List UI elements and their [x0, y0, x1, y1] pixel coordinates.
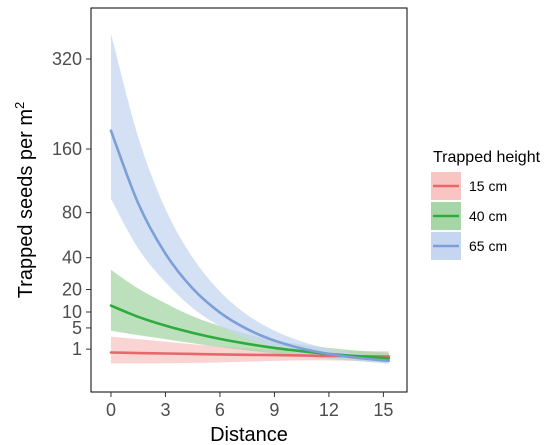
- x-tick-label-6: 6: [215, 400, 225, 420]
- y-tick-label-10: 10: [62, 302, 82, 322]
- x-tick-label-15: 15: [373, 400, 393, 420]
- legend-label-15-cm: 15 cm: [469, 178, 507, 194]
- series-line-40-cm: [109, 304, 391, 360]
- x-axis-title: Distance: [210, 424, 288, 445]
- legend: Trapped height 15 cm 40 cm 65 cm: [431, 149, 541, 260]
- x-tick-label-12: 12: [319, 400, 339, 420]
- y-axis-title-superscript: 2: [12, 102, 27, 109]
- band-65-cm: [110, 33, 389, 364]
- x-tick-label-9: 9: [269, 400, 279, 420]
- x-tick-label-3: 3: [160, 400, 170, 420]
- series-line-65-cm: [109, 129, 391, 362]
- y-tick-label-5: 5: [72, 318, 82, 338]
- y-axis-title: Trapped seeds per m2: [12, 102, 37, 299]
- band-40-cm: [110, 269, 389, 363]
- y-tick-label-160: 160: [52, 139, 82, 159]
- y-tick-label-80: 80: [62, 203, 82, 223]
- series-lines: [109, 129, 391, 362]
- legend-keys: 15 cm 40 cm 65 cm: [431, 172, 507, 260]
- y-tick-label-20: 20: [62, 280, 82, 300]
- y-axis-title-main: Trapped seeds per m: [15, 109, 37, 298]
- y-tick-label-1: 1: [72, 339, 82, 359]
- legend-label-65-cm: 65 cm: [469, 238, 507, 254]
- legend-label-40-cm: 40 cm: [469, 208, 507, 224]
- x-tick-label-0: 0: [106, 400, 116, 420]
- y-tick-label-320: 320: [52, 49, 82, 69]
- legend-title: Trapped height: [433, 149, 541, 166]
- y-tick-label-40: 40: [62, 248, 82, 268]
